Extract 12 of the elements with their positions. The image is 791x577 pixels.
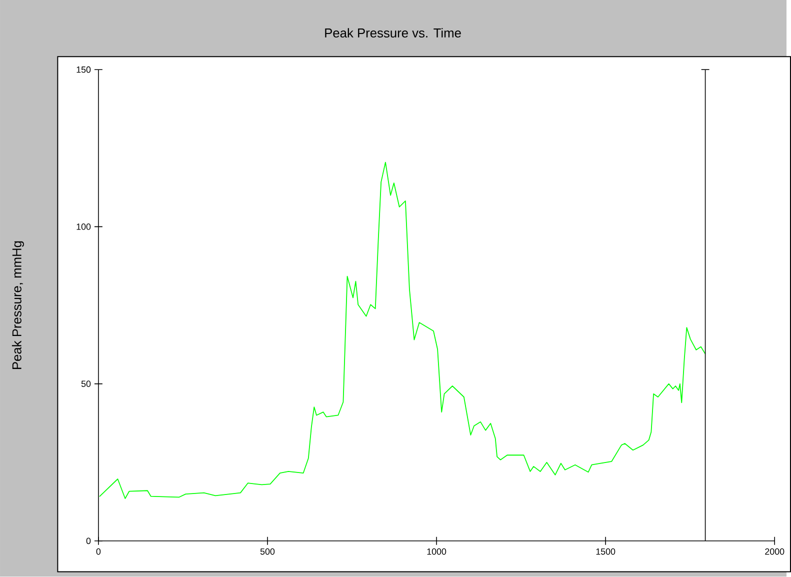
x-tick-label: 1500 (596, 548, 616, 555)
y-tick-label: 50 (81, 380, 91, 388)
y-axis-title: Peak Pressure, mmHg (12, 241, 24, 370)
x-tick-label: 2000 (765, 548, 784, 555)
line-series (99, 162, 706, 500)
y-tick-label: 100 (76, 224, 91, 230)
chart-title: Peak Pressure vs. Time (325, 28, 461, 38)
x-tick-label: 1000 (427, 548, 446, 555)
x-tick-label: 0 (96, 548, 101, 555)
x-tick-label: 500 (260, 548, 275, 555)
y-tick-label: 150 (76, 66, 91, 73)
y-tick-label: 0 (86, 538, 91, 544)
